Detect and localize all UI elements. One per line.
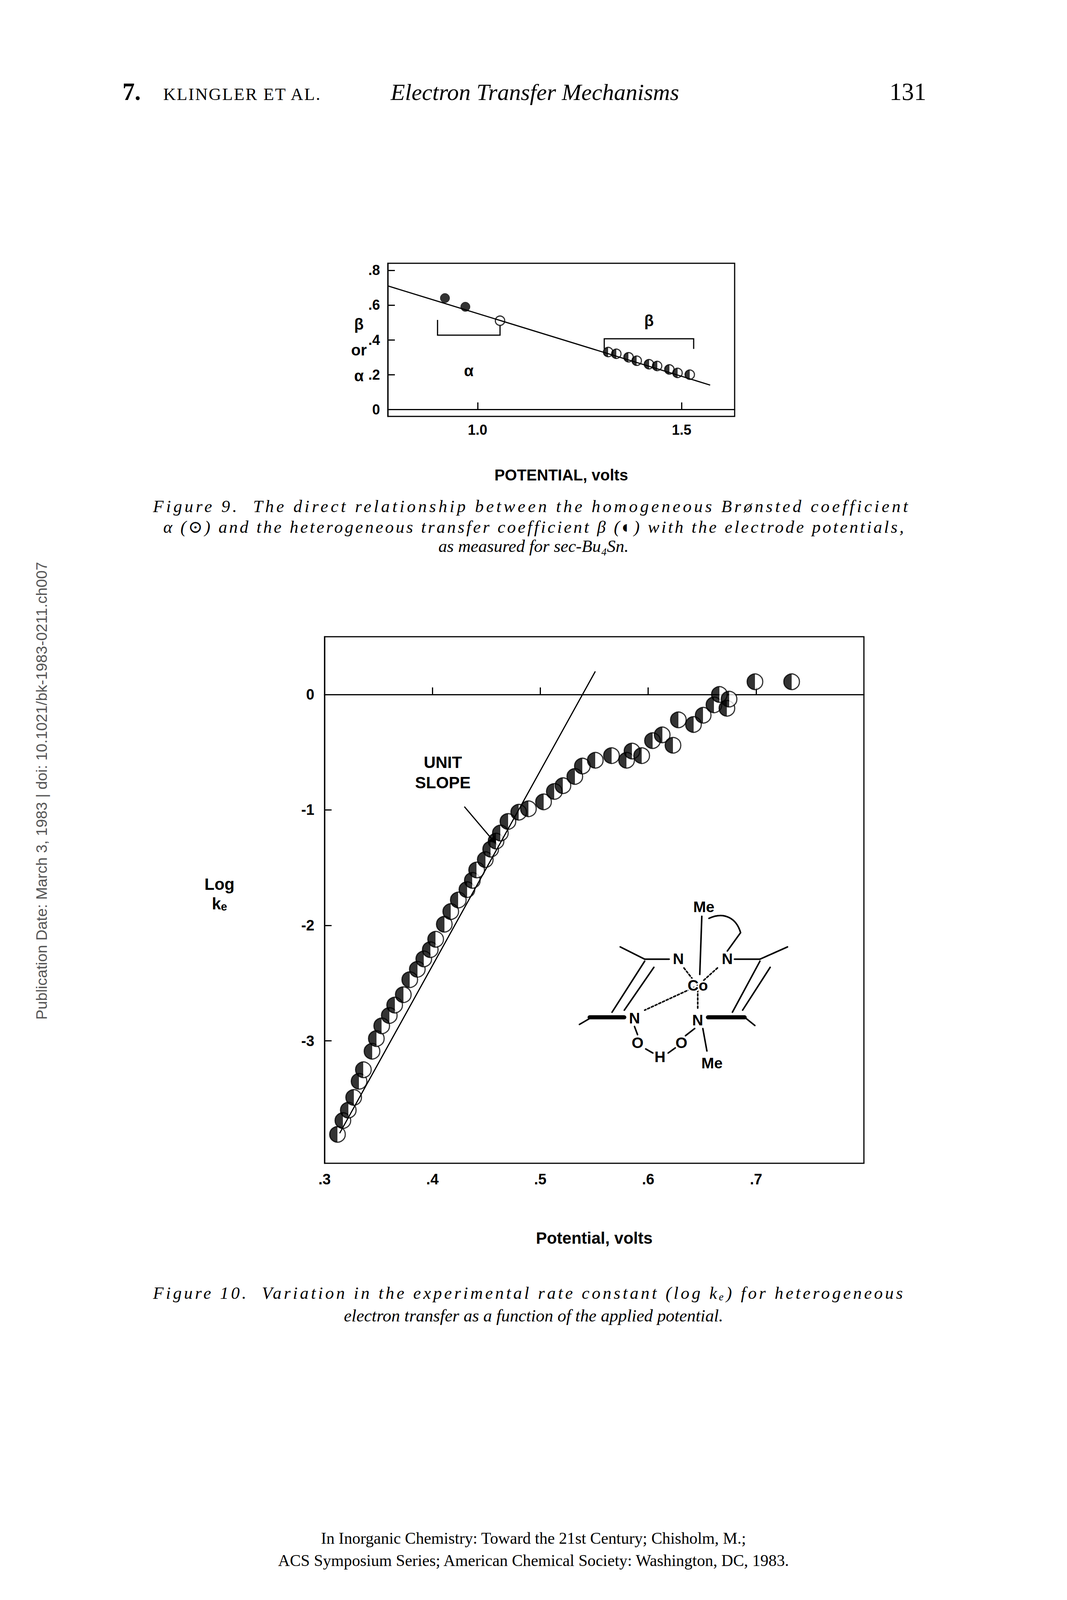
svg-text:N: N — [672, 950, 684, 968]
svg-text:.6: .6 — [368, 296, 381, 313]
svg-text:POTENTIAL, volts: POTENTIAL, volts — [494, 466, 629, 484]
svg-text:β: β — [354, 315, 364, 333]
svg-text:N: N — [721, 950, 733, 968]
svg-text:UNIT: UNIT — [423, 752, 463, 772]
svg-text:131: 131 — [889, 78, 927, 106]
svg-text:Me: Me — [693, 898, 715, 916]
svg-text:-1: -1 — [301, 801, 315, 818]
svg-text:0: 0 — [306, 686, 315, 703]
svg-text:β: β — [644, 312, 654, 330]
svg-text:O: O — [675, 1034, 687, 1051]
svg-text:Potential, volts: Potential, volts — [535, 1228, 653, 1248]
svg-text:1.0: 1.0 — [467, 421, 488, 438]
svg-text:Me: Me — [701, 1054, 723, 1072]
svg-text:kₑ: kₑ — [211, 894, 227, 913]
svg-text:.5: .5 — [534, 1170, 547, 1188]
svg-text:α (⊙) and the heterogeneous tr: α (⊙) and the heterogeneous transfer coe… — [163, 517, 904, 537]
svg-text:α: α — [463, 362, 474, 380]
svg-text:Figure 9. The direct relation: Figure 9. The direct relationship betwee… — [152, 496, 909, 516]
svg-text:-3: -3 — [301, 1032, 315, 1050]
svg-text:.4: .4 — [368, 331, 381, 348]
svg-text:1.5: 1.5 — [671, 421, 692, 438]
svg-text:SLOPE: SLOPE — [415, 773, 471, 792]
svg-text:.8: .8 — [368, 262, 381, 279]
svg-text:-2: -2 — [301, 917, 315, 934]
svg-text:N: N — [628, 1009, 640, 1027]
svg-text:.3: .3 — [318, 1170, 331, 1188]
svg-text:.6: .6 — [642, 1170, 655, 1188]
svg-text:α: α — [354, 367, 364, 385]
svg-text:Electron Transfer Mechanisms: Electron Transfer Mechanisms — [390, 78, 679, 106]
svg-text:.4: .4 — [426, 1170, 439, 1188]
svg-text:Figure 10. Variation in the e: Figure 10. Variation in the experimental… — [152, 1282, 903, 1303]
svg-text:N: N — [692, 1011, 704, 1029]
svg-text:.7: .7 — [749, 1170, 763, 1188]
svg-text:as measured for sec-Bu₄Sn.: as measured for sec-Bu₄Sn. — [438, 536, 629, 556]
svg-text:Publication Date: March 3, 198: Publication Date: March 3, 1983 | doi: 1… — [33, 562, 50, 1020]
svg-text:.2: .2 — [368, 366, 381, 383]
svg-text:ACS Symposium Series; American: ACS Symposium Series; American Chemical … — [278, 1551, 789, 1570]
svg-text:or: or — [351, 341, 367, 359]
svg-text:In Inorganic Chemistry: Toward: In Inorganic Chemistry: Toward the 21st … — [321, 1529, 746, 1547]
svg-text:H: H — [654, 1048, 666, 1066]
svg-text:Co: Co — [687, 976, 708, 994]
svg-text:O: O — [631, 1034, 644, 1051]
svg-text:KLINGLER ET AL.: KLINGLER ET AL. — [163, 84, 322, 104]
svg-text:7.: 7. — [122, 78, 141, 106]
svg-text:Log: Log — [204, 874, 235, 894]
svg-text:electron transfer as a functio: electron transfer as a function of the a… — [343, 1305, 723, 1326]
svg-text:0: 0 — [372, 401, 381, 418]
